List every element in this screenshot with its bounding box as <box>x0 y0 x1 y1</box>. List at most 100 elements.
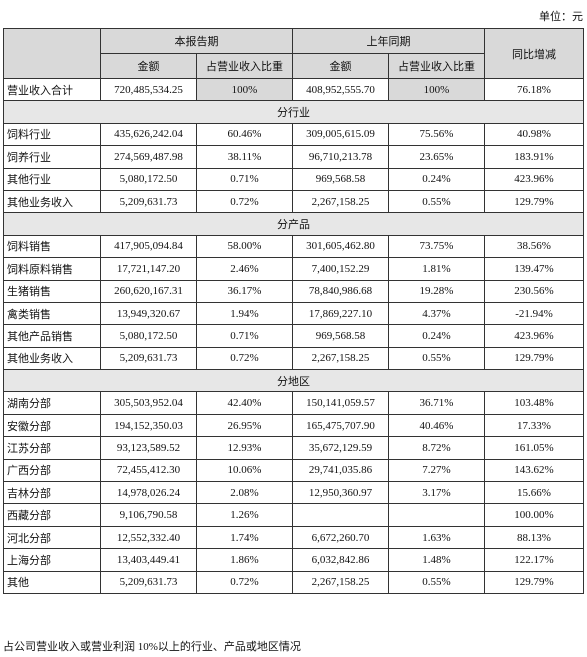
data-row: 其他业务收入 5,209,631.73 0.72% 2,267,158.25 0.55%… <box>3 346 584 371</box>
data-row: 饲料原料销售 17,721,147.20 2.46% 7,400,152.29 1.81… <box>3 257 584 281</box>
cell: 19.28% <box>388 279 485 303</box>
cell: 17,869,227.10 <box>292 301 389 326</box>
header-row: 本报告期 上年同期 同比增减 <box>3 28 584 79</box>
cell: 6,672,260.70 <box>292 525 389 550</box>
cell: 5,080,172.50 <box>100 324 197 348</box>
header-cell <box>3 28 101 79</box>
unit-label: 单位：元 <box>539 11 583 23</box>
cell: 78,840,986.68 <box>292 279 389 303</box>
cell: 969,568.58 <box>292 324 389 348</box>
section-title: 分地区 <box>3 369 584 393</box>
cell: 35,672,129.59 <box>292 436 389 460</box>
data-row: 安徽分部 194,152,350.03 26.95% 165,475,707.90 40… <box>3 413 584 438</box>
cell: 17.33% <box>484 413 584 438</box>
header-row: 金额 占营业收入比重 金额 占营业收入比重 <box>4 53 584 79</box>
section-row: 分产品 <box>3 212 584 236</box>
cell: 93,123,589.52 <box>100 436 197 460</box>
header-cell: 上年同期 <box>292 28 485 54</box>
row-label: 其他业务收入 <box>3 189 101 214</box>
data-row: 湖南分部 305,503,952.04 42.40% 150,141,059.57 36… <box>3 391 584 415</box>
row-label: 河北分部 <box>3 525 101 550</box>
cell: 12,950,360.97 <box>292 481 389 505</box>
cell: 423.96% <box>484 167 584 191</box>
cell: 73.75% <box>388 234 485 259</box>
cell: 60.46% <box>196 122 293 147</box>
row-label: 营业收入合计 <box>3 77 101 102</box>
row-label: 生猪销售 <box>3 279 101 303</box>
row-label: 禽类销售 <box>3 301 101 326</box>
cell: 14,978,026.24 <box>100 481 197 505</box>
cell: 408,952,555.70 <box>292 77 389 102</box>
cell <box>388 503 485 527</box>
cell: 165,475,707.90 <box>292 413 389 438</box>
cell: 194,152,350.03 <box>100 413 197 438</box>
row-label: 西藏分部 <box>3 503 101 527</box>
cell: 129.79% <box>484 189 584 214</box>
cell: 183.91% <box>484 145 584 169</box>
cell: 139.47% <box>484 257 584 281</box>
cell: 103.48% <box>484 391 584 415</box>
cell: 0.72% <box>196 346 293 371</box>
cell: 12.93% <box>196 436 293 460</box>
cell: 88.13% <box>484 525 584 550</box>
row-label: 其他 <box>3 570 101 594</box>
data-row: 饲养行业 274,569,487.98 38.11% 96,710,213.78 23.… <box>3 145 584 169</box>
cell: 230.56% <box>484 279 584 303</box>
cell: 260,620,167.31 <box>100 279 197 303</box>
cell: 58.00% <box>196 234 293 259</box>
cell: 72,455,412.30 <box>100 458 197 483</box>
cell: 5,209,631.73 <box>100 346 197 371</box>
cell: 1.81% <box>388 257 485 281</box>
cell: 0.24% <box>388 167 485 191</box>
table-body: 本报告期 上年同期 同比增减 金额 占营业收入比重 金额 占营业收入比重 营业收… <box>3 28 584 594</box>
section-row: 分地区 <box>3 369 584 393</box>
cell: 100% <box>196 77 293 102</box>
cell: 9,106,790.58 <box>100 503 197 527</box>
section-title: 分产品 <box>3 212 584 236</box>
data-row: 饲料销售 417,905,094.84 58.00% 301,605,462.80 73… <box>3 234 584 259</box>
data-row: 其他行业 5,080,172.50 0.71% 969,568.58 0.24% 423.… <box>3 167 584 191</box>
cell: 150,141,059.57 <box>292 391 389 415</box>
cell: 40.98% <box>484 122 584 147</box>
cell: 129.79% <box>484 346 584 371</box>
row-label: 饲养行业 <box>3 145 101 169</box>
row-label: 饲料原料销售 <box>3 257 101 281</box>
cell: 100.00% <box>484 503 584 527</box>
cell: -21.94% <box>484 301 584 326</box>
row-label: 饲料行业 <box>3 122 101 147</box>
header-cell: 同比增减 <box>484 28 584 79</box>
cell: 13,949,320.67 <box>100 301 197 326</box>
cell: 0.55% <box>388 570 485 594</box>
data-row: 生猪销售 260,620,167.31 36.17% 78,840,986.68 19.… <box>3 279 584 303</box>
cell: 309,005,615.09 <box>292 122 389 147</box>
cell: 274,569,487.98 <box>100 145 197 169</box>
cell: 0.72% <box>196 189 293 214</box>
cell: 76.18% <box>484 77 584 102</box>
cell: 38.11% <box>196 145 293 169</box>
section-title: 分行业 <box>3 100 584 124</box>
cell: 2,267,158.25 <box>292 189 389 214</box>
cell: 36.71% <box>388 391 485 415</box>
cell: 5,209,631.73 <box>100 189 197 214</box>
cell: 38.56% <box>484 234 584 259</box>
cell: 417,905,094.84 <box>100 234 197 259</box>
data-row: 其他 5,209,631.73 0.72% 2,267,158.25 0.55% 129.… <box>3 570 584 594</box>
cell: 4.37% <box>388 301 485 326</box>
cell: 0.71% <box>196 167 293 191</box>
cell: 42.40% <box>196 391 293 415</box>
cell: 1.48% <box>388 548 485 572</box>
row-label: 广西分部 <box>3 458 101 483</box>
row-label: 江苏分部 <box>3 436 101 460</box>
header-cell: 本报告期 <box>100 28 293 54</box>
data-row: 江苏分部 93,123,589.52 12.93% 35,672,129.59 8.72… <box>3 436 584 460</box>
cell: 2.08% <box>196 481 293 505</box>
cell: 5,080,172.50 <box>100 167 197 191</box>
cell: 26.95% <box>196 413 293 438</box>
cell: 36.17% <box>196 279 293 303</box>
cell: 0.71% <box>196 324 293 348</box>
data-row: 其他业务收入 5,209,631.73 0.72% 2,267,158.25 0.55%… <box>3 189 584 214</box>
cell: 75.56% <box>388 122 485 147</box>
cell: 969,568.58 <box>292 167 389 191</box>
cell: 129.79% <box>484 570 584 594</box>
